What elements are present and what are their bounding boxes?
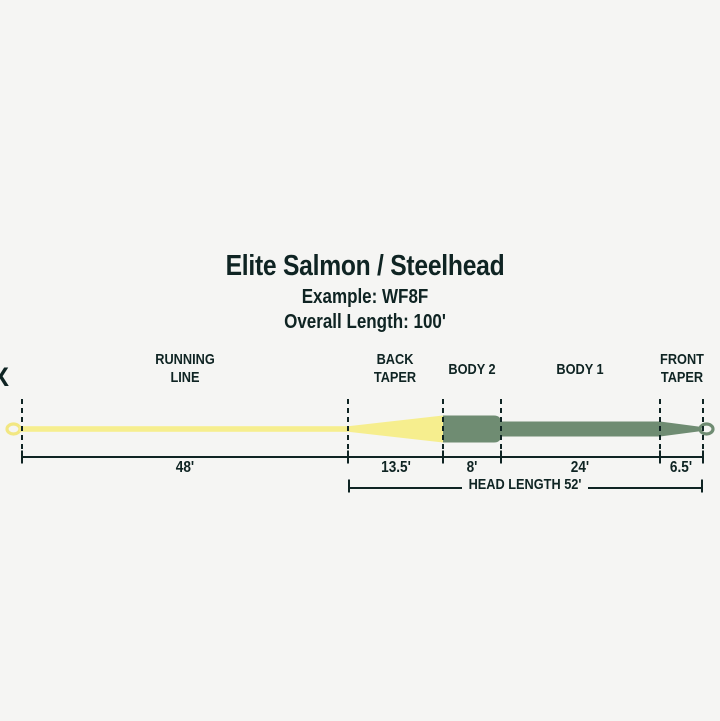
- length-running-line: 48': [175, 459, 195, 476]
- length-body-1: 24': [570, 459, 590, 476]
- length-back-taper: 13.5': [381, 459, 411, 476]
- length-body-2: 8': [466, 459, 478, 476]
- label-body-1: BODY 1: [556, 361, 604, 378]
- label-front-taper: FRONT TAPER: [660, 351, 704, 386]
- length-front-taper: 6.5': [669, 459, 693, 476]
- label-body-2: BODY 2: [448, 361, 496, 378]
- body-1-segment: [496, 421, 660, 437]
- label-back-taper: BACK TAPER: [373, 351, 417, 386]
- welded-loop-right: [698, 422, 715, 436]
- overall-length: Overall Length: 100': [284, 311, 446, 333]
- body-2-segment: [443, 415, 501, 443]
- back-taper-segment: [348, 415, 443, 443]
- head-length-bracket: [348, 479, 703, 493]
- fly-line-profile-graphic: [5, 399, 715, 493]
- measurement-ruler: [21, 450, 704, 464]
- running-line-segment: [19, 426, 348, 432]
- welded-loop-left: [5, 422, 22, 436]
- front-taper-segment: [660, 421, 700, 437]
- product-title: Elite Salmon / Steelhead: [225, 250, 505, 282]
- cutoff-x-glyph: X: [0, 362, 10, 392]
- example-line-weight: Example: WF8F: [301, 286, 429, 308]
- section-boundary-dashed-lines: [21, 399, 704, 453]
- head-length-label: HEAD LENGTH 52': [468, 476, 582, 493]
- label-running-line: RUNNING LINE: [155, 351, 215, 386]
